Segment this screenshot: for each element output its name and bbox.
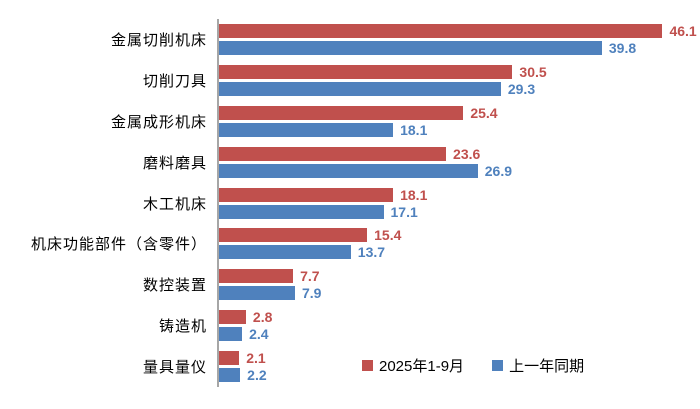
value-label: 46.1: [669, 22, 697, 39]
category-row: 铸造机 2.8 2.4: [0, 305, 700, 347]
bar-line: 2.8: [219, 309, 700, 326]
value-label: 2.8: [252, 309, 273, 326]
value-label: 13.7: [357, 244, 386, 261]
value-label: 39.8: [608, 39, 637, 56]
category-row: 机床功能部件（含零件） 15.4 13.7: [0, 223, 700, 265]
bar-current-period: [219, 187, 394, 202]
bar-line: 39.8: [219, 39, 700, 56]
value-label: 17.1: [390, 203, 418, 220]
bar-line: 2.2: [219, 367, 700, 384]
category-row: 木工机床 18.1 17.1: [0, 182, 700, 224]
bar-line: 18.1: [219, 121, 700, 138]
category-label: 磨料磨具: [142, 154, 207, 172]
bar-current-period: [219, 228, 368, 243]
value-label: 18.1: [400, 186, 428, 203]
category-label: 量具量仪: [142, 359, 207, 377]
category-row: 金属成形机床 25.4 18.1: [0, 100, 700, 142]
bar-line: 25.4: [219, 104, 700, 121]
category-bars: 2.1 2.2: [217, 346, 700, 388]
bar-prior-period: [219, 204, 384, 219]
bar-line: 29.3: [219, 80, 700, 97]
value-label: 23.6: [453, 145, 481, 162]
bar-prior-period: [219, 368, 241, 383]
bar-line: 2.1: [219, 350, 700, 367]
legend: 2025年1-9月 上一年同期: [362, 355, 584, 376]
bar-prior-period: [219, 163, 478, 178]
bar-line: 26.9: [219, 162, 700, 179]
value-label: 30.5: [519, 63, 547, 80]
bar-line: 17.1: [219, 203, 700, 220]
category-bars: 15.4 13.7: [217, 223, 700, 265]
bar-prior-period: [219, 81, 501, 96]
value-label: 18.1: [400, 121, 428, 138]
category-bars: 7.7 7.9: [217, 264, 700, 306]
category-bars: 46.1 39.8: [217, 19, 700, 60]
bar-prior-period: [219, 245, 351, 260]
bar-line: 46.1: [219, 22, 700, 39]
value-label: 2.2: [247, 367, 267, 384]
category-bars: 25.4 18.1: [217, 100, 700, 142]
category-label: 机床功能部件（含零件）: [30, 236, 207, 254]
category-bars: 18.1 17.1: [217, 182, 700, 224]
category-label: 数控装置: [142, 277, 207, 295]
category-row: 数控装置 7.7 7.9: [0, 264, 700, 306]
bar-current-period: [219, 351, 240, 366]
legend-label: 上一年同期: [509, 358, 585, 375]
category-label: 金属切削机床: [110, 31, 207, 49]
category-label: 切削刀具: [142, 72, 207, 90]
bar-current-period: [219, 310, 246, 325]
value-label: 7.7: [300, 268, 320, 285]
bar-line: 2.4: [219, 326, 700, 343]
value-label: 2.1: [246, 350, 266, 367]
bar-current-period: [219, 105, 464, 120]
value-label: 2.4: [249, 326, 269, 343]
value-label: 26.9: [484, 162, 513, 179]
legend-swatch-blue: [492, 360, 504, 371]
value-label: 15.4: [374, 227, 402, 244]
legend-item-current-period: 2025年1-9月: [362, 355, 464, 376]
bar-current-period: [219, 146, 447, 161]
bar-current-period: [219, 23, 663, 38]
category-bars: 2.8 2.4: [217, 305, 700, 347]
category-label: 铸造机: [158, 318, 207, 336]
category-bars: 30.5 29.3: [217, 59, 700, 101]
legend-label: 2025年1-9月: [379, 358, 465, 375]
bar-current-period: [219, 64, 513, 79]
bar-prior-period: [219, 286, 295, 301]
category-bars: 23.6 26.9: [217, 141, 700, 183]
category-row: 磨料磨具 23.6 26.9: [0, 141, 700, 183]
bar-line: 15.4: [219, 227, 700, 244]
bar-line: 23.6: [219, 145, 700, 162]
bar-line: 30.5: [219, 63, 700, 80]
bar-prior-period: [219, 327, 243, 342]
value-label: 29.3: [507, 80, 536, 97]
bar-line: 7.7: [219, 268, 700, 285]
legend-item-prior-period: 上一年同期: [492, 355, 584, 376]
bar-line: 18.1: [219, 186, 700, 203]
value-label: 25.4: [470, 104, 498, 121]
category-label: 金属成形机床: [110, 113, 207, 131]
value-label: 7.9: [301, 285, 322, 302]
plot-area: 金属切削机床 46.1 39.8 切削刀具 30.5 29.3 金属成形机床 25.4 18.1…: [0, 19, 700, 388]
category-row: 量具量仪 2.1 2.2: [0, 346, 700, 388]
bar-prior-period: [219, 40, 602, 55]
bar-line: 7.9: [219, 285, 700, 302]
category-row: 金属切削机床 46.1 39.8: [0, 19, 700, 60]
bar-current-period: [219, 269, 294, 284]
legend-swatch-red: [362, 360, 373, 371]
category-row: 切削刀具 30.5 29.3: [0, 59, 700, 101]
category-label: 木工机床: [142, 195, 207, 213]
bar-line: 13.7: [219, 244, 700, 261]
bar-prior-period: [219, 122, 394, 137]
